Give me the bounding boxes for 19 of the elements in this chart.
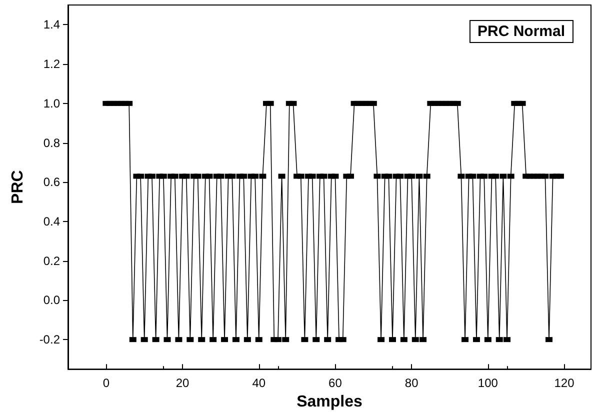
x-tick-label: 0 — [102, 376, 110, 390]
x-tick-label: 40 — [252, 376, 266, 390]
y-tick-label: 0.4 — [43, 214, 60, 228]
x-tick-label: 60 — [328, 376, 342, 390]
y-tick-label: 1.2 — [43, 57, 60, 72]
y-tick-label: 0.8 — [43, 136, 60, 150]
y-tick-label: 0.6 — [43, 175, 60, 190]
x-tick-label: 80 — [404, 376, 419, 390]
y-tick-label: 1.4 — [43, 18, 60, 32]
x-tick-label: 20 — [176, 376, 190, 390]
y-tick-label: 0.2 — [43, 254, 60, 268]
text: PRC Normal — [477, 23, 566, 40]
y-axis-title: PRC — [10, 170, 26, 204]
y-tick-label: 0.0 — [43, 293, 60, 308]
x-axis-title: Samples — [296, 394, 363, 410]
x-tick-label: 120 — [554, 376, 575, 390]
x-tick-label: 100 — [478, 376, 498, 390]
y-tick-label: 1.0 — [43, 96, 60, 110]
y-tick-label: -0.2 — [39, 332, 60, 347]
